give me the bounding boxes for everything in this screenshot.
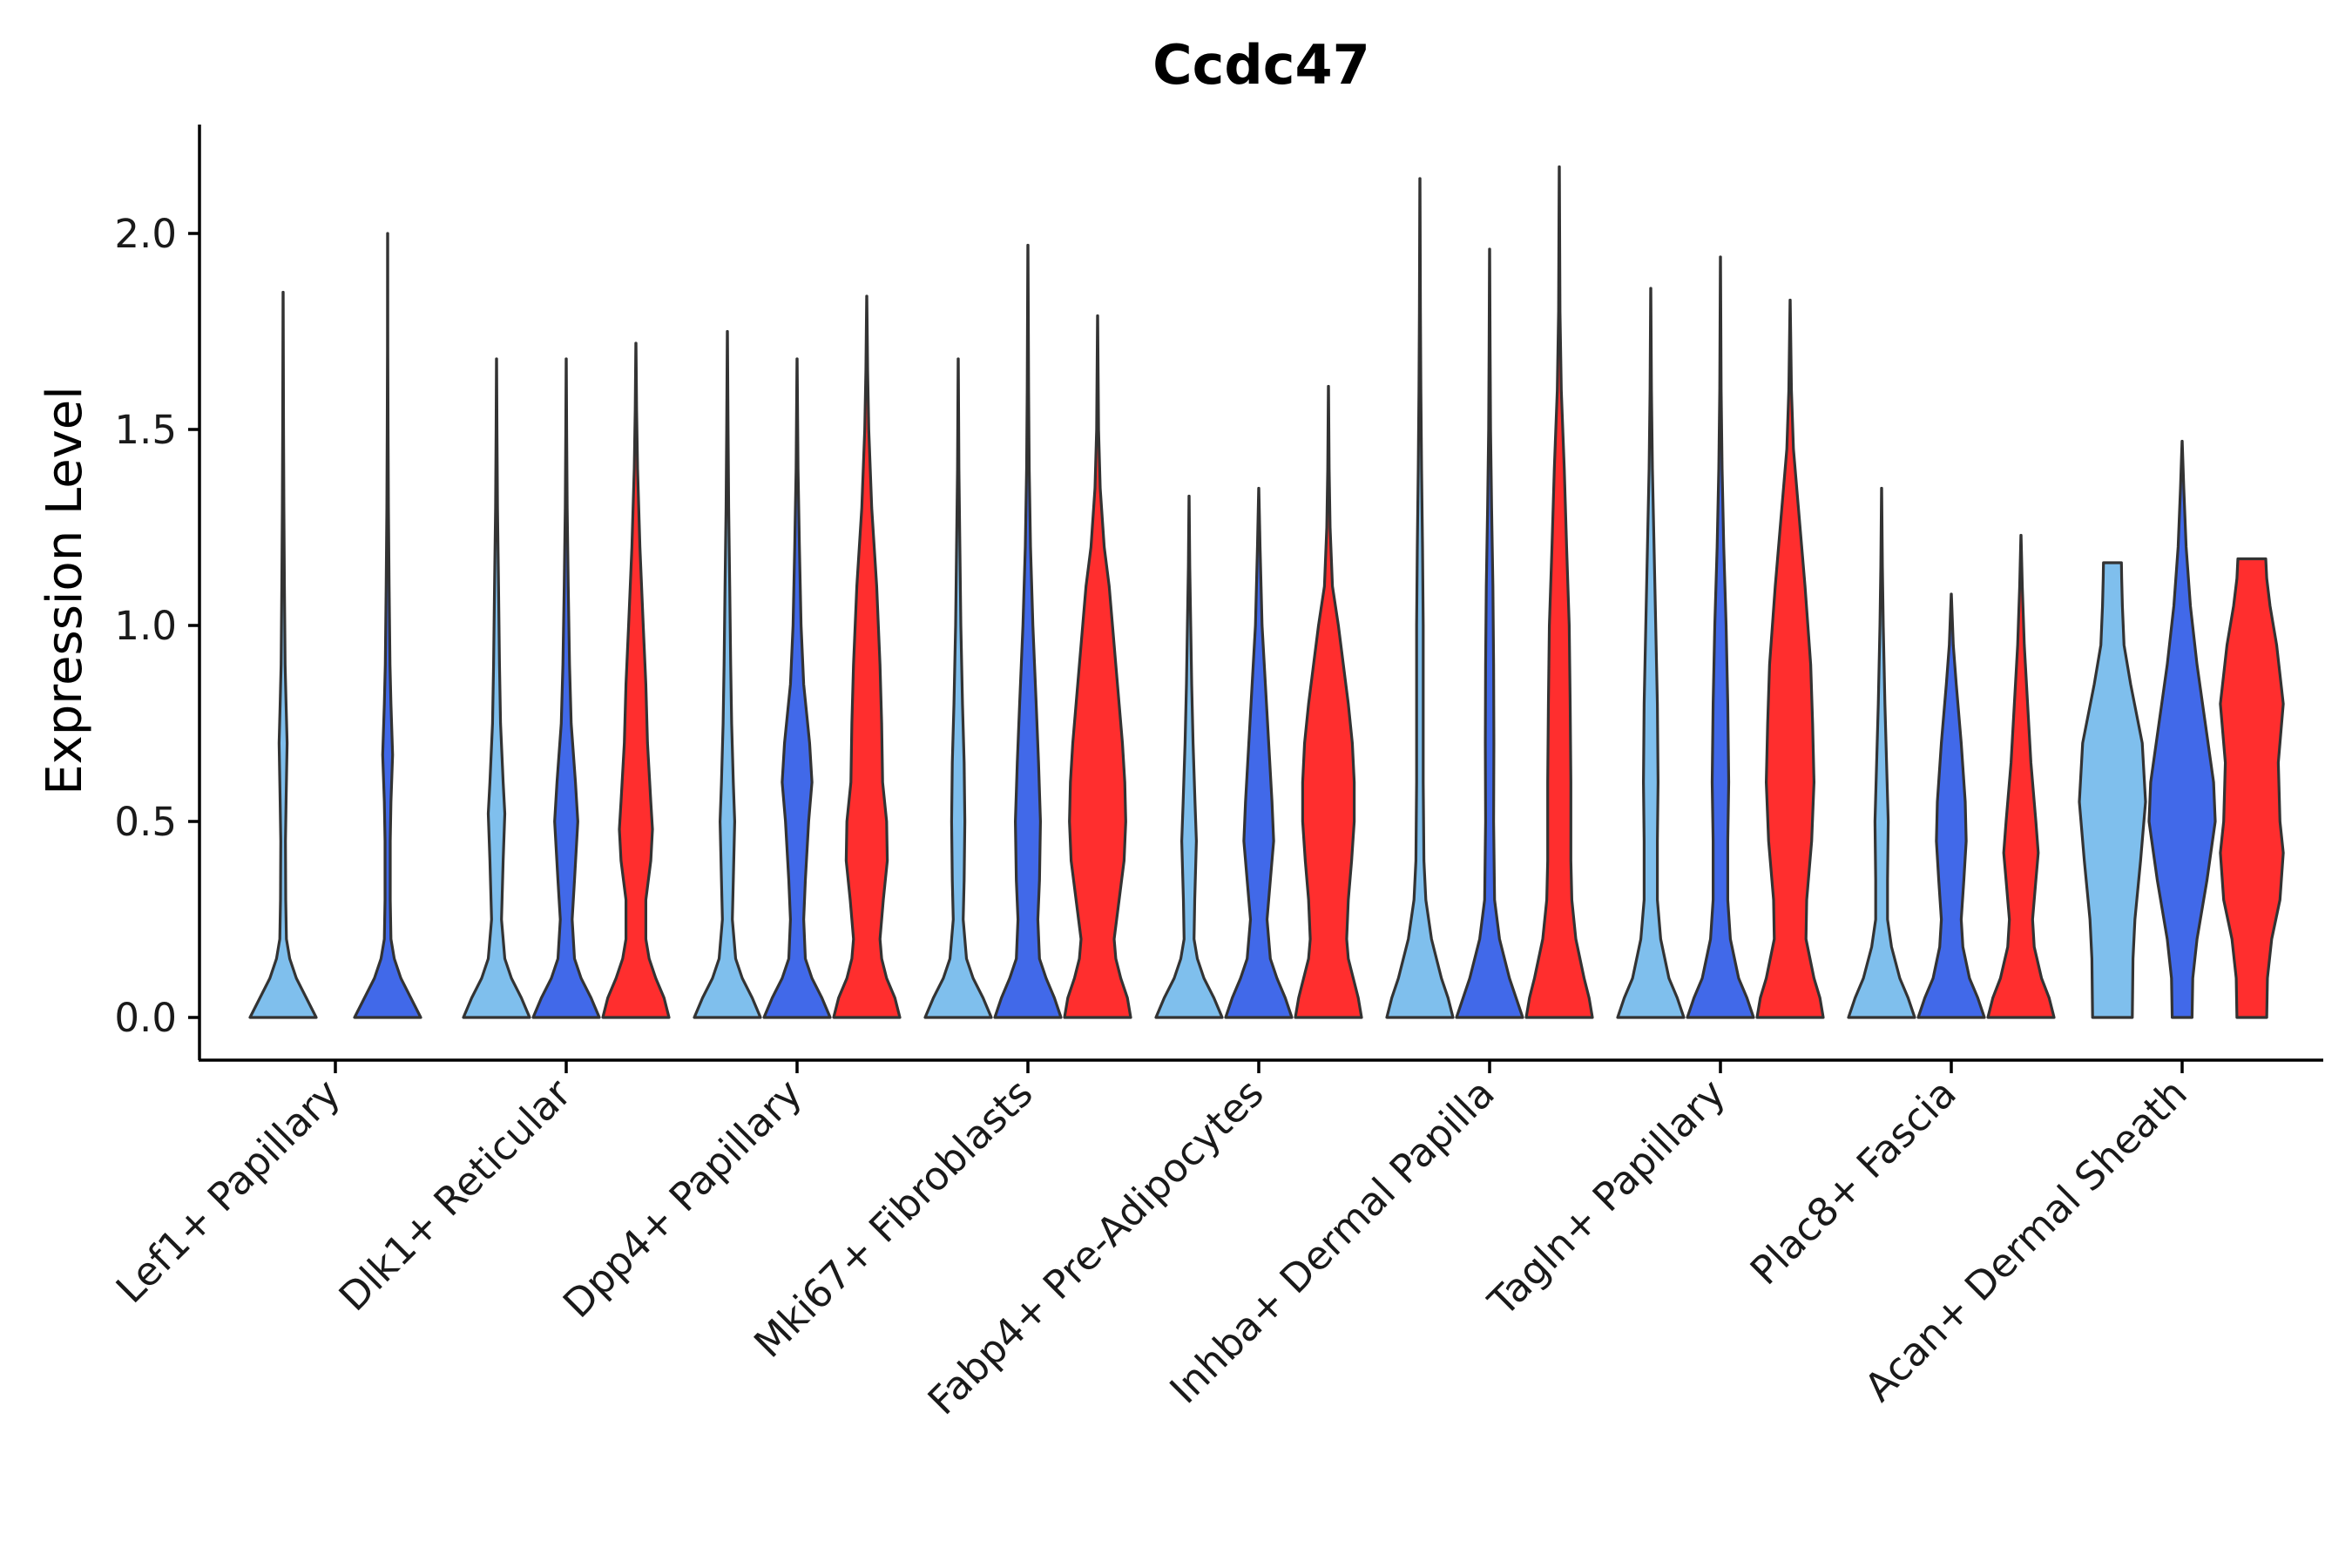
y-tick-label: 1.0	[114, 603, 177, 649]
violin-4-1	[923, 357, 993, 1019]
violin-2-2	[531, 357, 601, 1019]
violin-9-2	[2147, 439, 2217, 1019]
violin-6-2	[1455, 247, 1524, 1019]
violin-2-1	[462, 357, 531, 1019]
violin-9-1	[2078, 561, 2147, 1019]
violin-1-2	[353, 232, 422, 1019]
x-tick-label: Lef1+ Papillary	[107, 1070, 349, 1312]
y-tick-label: 2.0	[114, 211, 177, 257]
violin-7-3	[1755, 298, 1825, 1019]
violin-8-1	[1847, 486, 1916, 1019]
x-tick-label: Dpp4+ Papillary	[554, 1070, 811, 1327]
violin-5-3	[1294, 384, 1363, 1019]
violin-9-3	[2219, 557, 2285, 1019]
violin-2-3	[601, 341, 671, 1019]
x-tick-label: Plac8+ Fascia	[1741, 1070, 1965, 1294]
y-axis-label: Expression Level	[37, 386, 93, 795]
violin-5-1	[1154, 494, 1224, 1019]
violin-8-3	[1986, 533, 2056, 1019]
violin-3-1	[693, 329, 762, 1019]
y-tick-label: 0.0	[114, 995, 177, 1041]
violin-4-3	[1063, 314, 1132, 1019]
y-ticks: 0.0 0.5 1.0 1.5 2.0	[114, 211, 199, 1041]
violin-3-2	[762, 357, 832, 1019]
violin-6-3	[1524, 165, 1594, 1019]
y-tick-label: 0.5	[114, 799, 177, 845]
violin-6-1	[1385, 177, 1455, 1019]
violin-3-3	[832, 294, 902, 1019]
violin-7-1	[1616, 287, 1686, 1019]
y-tick-label: 1.5	[114, 407, 177, 453]
violin-4-2	[993, 243, 1063, 1019]
violin-5-2	[1224, 486, 1294, 1019]
x-tick-label: Dlk1+ Reticular	[330, 1070, 580, 1320]
violin-7-2	[1686, 255, 1755, 1019]
chart-title: Ccdc47	[1152, 33, 1370, 97]
violin-8-2	[1916, 592, 1986, 1019]
violins-layer	[248, 165, 2285, 1019]
x-tick-label: Tagln+ Papillary	[1479, 1070, 1734, 1325]
violin-1-1	[248, 290, 318, 1019]
